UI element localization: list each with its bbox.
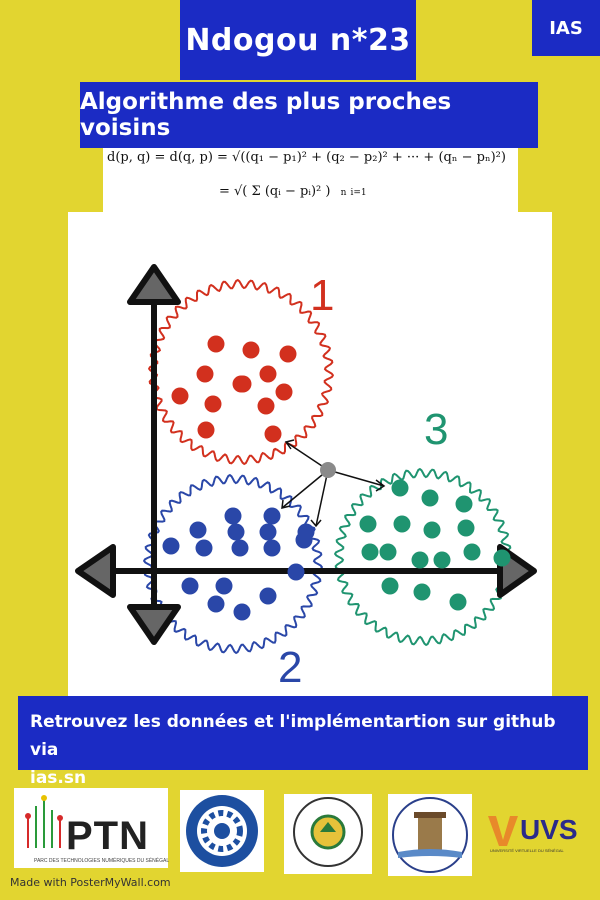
cluster-3-point	[413, 583, 431, 601]
cluster-3-point	[359, 515, 377, 533]
arrow-to-cluster-1	[285, 441, 329, 471]
ptn-logo: PTN PARC DES TECHNOLOGIES NUMÉRIQUES DU …	[14, 788, 170, 868]
cluster-1-label: 1	[310, 271, 334, 320]
cluster-3-point	[391, 479, 409, 497]
cluster-2-boundary	[142, 473, 324, 655]
cluster-3-label: 3	[424, 405, 448, 454]
uvs-mark-icon	[488, 816, 518, 846]
ugb-seal-icon	[392, 797, 468, 873]
y-axis-up-arrow	[127, 264, 181, 305]
universite-thies-logo	[284, 794, 372, 874]
thies-seal-icon	[293, 797, 363, 867]
cluster-1-point	[196, 365, 214, 383]
cluster-2-point	[189, 521, 207, 539]
cluster-2-point	[263, 539, 281, 557]
distance-formula: d(p, q) = d(q, p) = √((q₁ − p₁)² + (q₂ −…	[103, 148, 518, 212]
cluster-1-point	[204, 395, 222, 413]
cluster-2-point	[181, 577, 199, 595]
uvs-logo-text: UVS	[520, 814, 578, 845]
ptn-logo-text: PTN	[66, 814, 149, 858]
formula-line-2: = √( Σ (qᵢ − pᵢ)² ) n i=1	[219, 184, 367, 199]
cluster-3-point	[433, 551, 451, 569]
cluster-1-point	[279, 345, 297, 363]
ias-badge: IAS	[532, 0, 600, 56]
poster-title: Ndogou n*23	[180, 0, 416, 80]
cluster-2-point	[233, 603, 251, 621]
cluster-2-point	[227, 523, 245, 541]
cluster-3-point	[379, 543, 397, 561]
cluster-3-point	[449, 593, 467, 611]
cluster-3-point	[421, 489, 439, 507]
cluster-3-point	[423, 521, 441, 539]
cluster-2-point	[215, 577, 233, 595]
cluster-3-point	[463, 543, 481, 561]
arrow-to-cluster-2b	[315, 469, 329, 527]
query-point	[320, 462, 336, 478]
footer-link[interactable]: ias.sn	[30, 768, 87, 788]
poster-subtitle: Algorithme des plus proches voisins	[80, 82, 538, 148]
cluster-2-point	[259, 523, 277, 541]
cluster-2-point	[224, 507, 242, 525]
cluster-1-point	[242, 341, 260, 359]
cluster-3-point	[455, 495, 473, 513]
cluster-3-point	[493, 549, 511, 567]
cluster-1-point	[257, 397, 275, 415]
formula-line-1: d(p, q) = d(q, p) = √((q₁ − p₁)² + (q₂ −…	[107, 150, 506, 165]
cluster-1-point	[275, 383, 293, 401]
school-emblem-logo	[180, 790, 264, 872]
cluster-1-boundary	[147, 278, 335, 466]
knn-diagram: 1 2 3	[68, 212, 552, 696]
footer-banner: Retrouvez les données et l'implémentarti…	[18, 696, 588, 788]
x-axis-left-arrow	[75, 544, 116, 598]
cluster-1-point	[207, 335, 225, 353]
sum-lower-limit: i=1	[350, 188, 367, 198]
cluster-2-point	[287, 563, 305, 581]
cluster-1-point	[259, 365, 277, 383]
ptn-logo-caption: PARC DES TECHNOLOGIES NUMÉRIQUES DU SÉNÉ…	[34, 858, 170, 864]
cluster-2-label: 2	[278, 643, 302, 692]
cluster-2-point	[295, 531, 313, 549]
cluster-2-point	[162, 537, 180, 555]
cluster-1-point	[264, 425, 282, 443]
ptn-logo-graphic	[25, 795, 63, 848]
cluster-1-point	[234, 375, 252, 393]
arrow-to-cluster-3	[327, 469, 385, 487]
y-axis-down-arrow	[127, 604, 181, 645]
gear-emblem-icon	[186, 795, 258, 867]
cluster-3-boundary	[333, 467, 513, 647]
cluster-2-point	[195, 539, 213, 557]
arrow-to-cluster-2a	[281, 469, 329, 509]
cluster-3-point	[361, 543, 379, 561]
uvs-logo: UVS UNIVERSITÉ VIRTUELLE DU SÉNÉGAL	[486, 806, 580, 866]
cluster-1-point	[171, 387, 189, 405]
cluster-2-point	[259, 587, 277, 605]
cluster-3-point	[393, 515, 411, 533]
cluster-3-point	[411, 551, 429, 569]
distance-arrows	[281, 439, 386, 528]
cluster-3-point	[457, 519, 475, 537]
postermywall-credit: Made with PosterMyWall.com	[10, 876, 171, 889]
cluster-2-point	[207, 595, 225, 613]
universite-gaston-berger-logo	[388, 794, 472, 876]
cluster-2-point	[231, 539, 249, 557]
cluster-2-point	[263, 507, 281, 525]
footer-line-1: Retrouvez les données et l'implémentarti…	[30, 712, 556, 760]
formula-line-2-text: = √( Σ (qᵢ − pᵢ)² )	[219, 184, 331, 199]
knn-diagram-svg: 1 2 3	[75, 264, 537, 692]
cluster-1-point	[197, 421, 215, 439]
cluster-3-point	[381, 577, 399, 595]
sum-upper-limit: n	[340, 188, 347, 198]
uvs-logo-caption: UNIVERSITÉ VIRTUELLE DU SÉNÉGAL	[490, 848, 564, 853]
